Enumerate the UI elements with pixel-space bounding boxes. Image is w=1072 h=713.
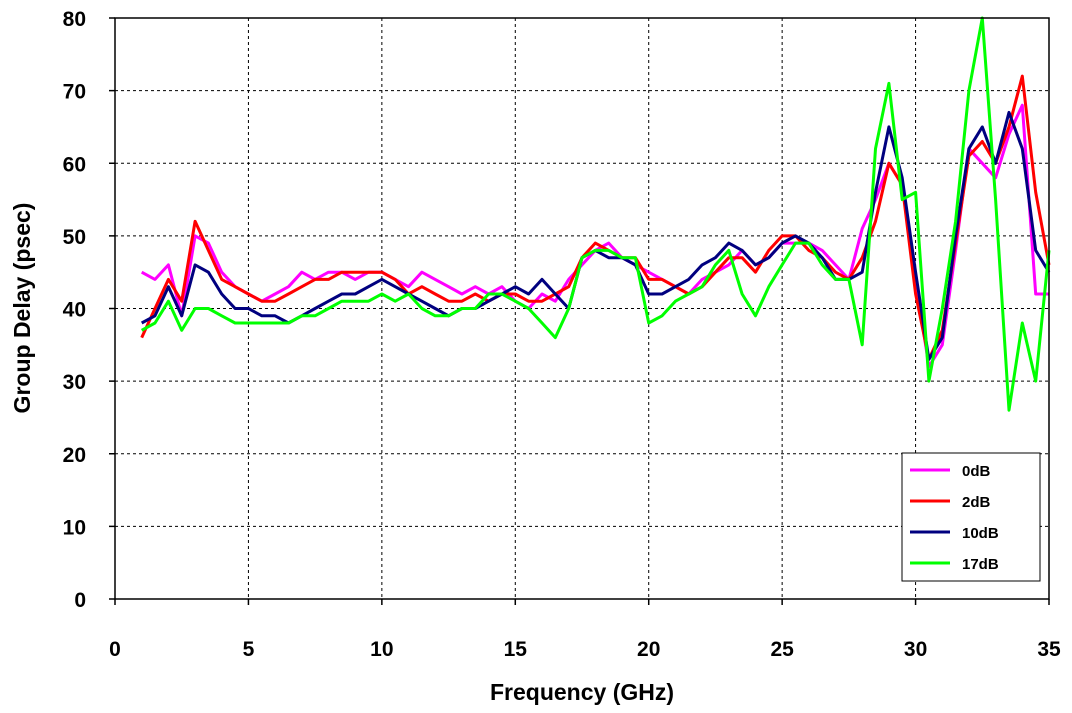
series-lines (140, 16, 1051, 412)
legend-label-10db: 10dB (962, 525, 999, 542)
x-tick-label: 5 (243, 638, 255, 661)
y-tick-label: 30 (63, 371, 86, 394)
x-axis-title: Frequency (GHz) (490, 679, 674, 705)
x-tick-label: 10 (370, 638, 393, 661)
legend-box (901, 452, 1041, 582)
y-tick-label: 50 (63, 226, 86, 249)
legend-label-2db: 2dB (962, 494, 991, 511)
y-axis-title: Group Delay (psec) (9, 203, 35, 414)
series-line-2db (140, 74, 1051, 361)
y-tick-label: 40 (63, 299, 86, 322)
y-tick-label: 60 (63, 153, 86, 176)
y-tick-labels: 0 10 20 30 40 50 60 70 80 (63, 8, 115, 612)
y-tick-label: 70 (63, 81, 86, 104)
x-tick-label: 35 (1037, 638, 1061, 661)
series-line-17db (140, 16, 1051, 412)
y-tick-label: 10 (63, 516, 86, 539)
legend-label-17db: 17dB (962, 556, 999, 573)
y-tick-label: 20 (63, 444, 86, 467)
legend-label-0db: 0dB (962, 463, 991, 480)
x-tick-label: 25 (770, 638, 794, 661)
y-tick-label: 0 (74, 589, 86, 612)
gridlines (115, 18, 1049, 599)
x-tick-label: 15 (504, 638, 528, 661)
x-tick-label: 0 (109, 638, 121, 661)
x-tick-label: 30 (904, 638, 927, 661)
x-tick-label: 20 (637, 638, 660, 661)
y-tick-label: 80 (63, 8, 86, 31)
legend: 0dB 2dB 10dB 17dB (901, 452, 1041, 582)
x-tick-labels: 0 5 10 15 20 25 30 35 (109, 599, 1061, 661)
